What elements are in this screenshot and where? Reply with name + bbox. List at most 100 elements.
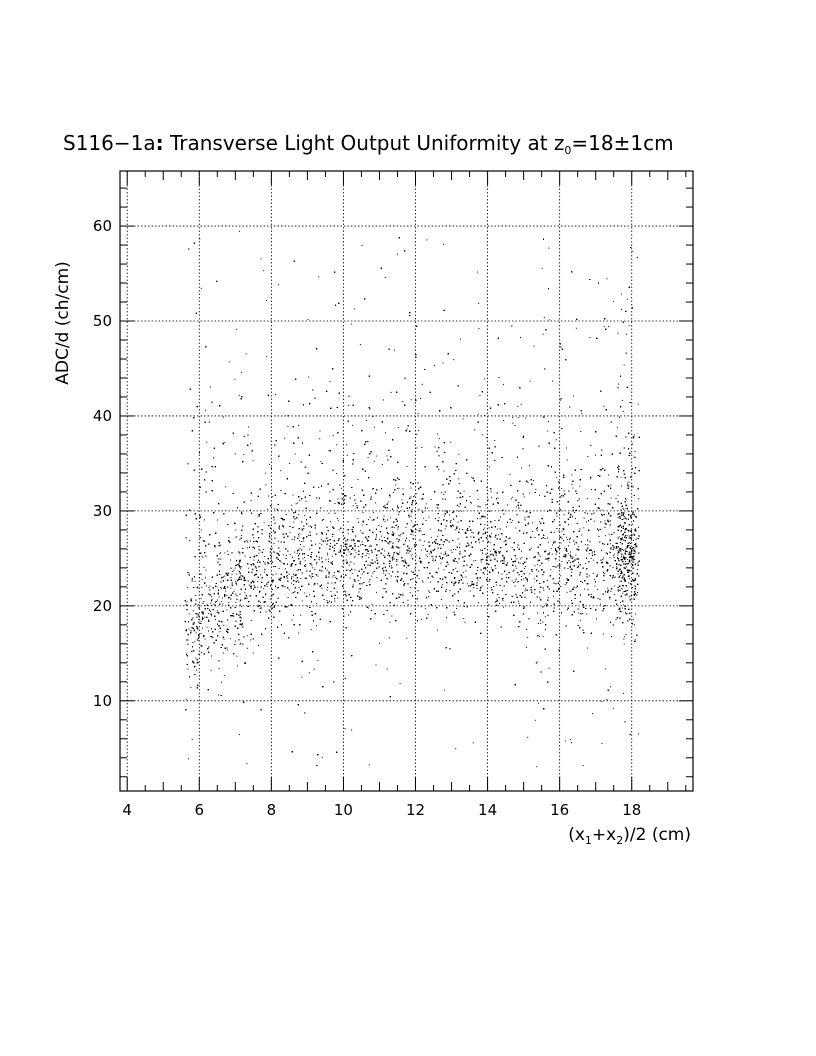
data-point: [384, 550, 386, 552]
data-point: [388, 543, 390, 545]
data-point: [459, 543, 461, 545]
data-point: [416, 447, 418, 449]
data-point: [623, 563, 625, 565]
data-point: [381, 464, 383, 465]
data-point: [293, 573, 294, 575]
data-point: [568, 579, 570, 580]
data-point: [303, 538, 305, 540]
data-point: [555, 553, 557, 555]
data-point: [294, 591, 296, 593]
data-point: [477, 499, 479, 500]
data-point: [422, 581, 424, 583]
data-point: [478, 302, 480, 304]
data-point: [484, 524, 486, 526]
data-point: [602, 561, 604, 563]
data-point: [284, 437, 286, 439]
data-point: [521, 550, 522, 552]
data-point: [590, 594, 592, 595]
data-point: [602, 559, 604, 560]
data-point: [385, 432, 386, 434]
data-point: [539, 597, 541, 599]
data-point: [311, 577, 313, 579]
data-point: [286, 477, 288, 479]
data-point: [270, 561, 272, 562]
data-point: [351, 572, 353, 574]
data-point: [402, 488, 404, 490]
data-point: [282, 563, 284, 564]
data-point: [481, 434, 483, 436]
data-point: [301, 600, 303, 602]
data-point: [200, 529, 202, 531]
data-point: [512, 520, 514, 522]
data-point: [630, 515, 632, 517]
data-point: [623, 638, 625, 640]
data-point: [201, 586, 203, 588]
data-point: [535, 662, 537, 664]
data-point: [484, 568, 486, 570]
data-point: [443, 554, 445, 555]
data-point: [294, 551, 296, 553]
data-point: [625, 563, 627, 565]
data-point: [414, 495, 415, 497]
data-point: [450, 441, 452, 443]
data-point: [571, 742, 572, 744]
data-point: [440, 599, 442, 600]
data-point: [623, 636, 625, 638]
data-point: [260, 574, 261, 576]
data-point: [548, 247, 550, 249]
data-point: [301, 541, 303, 542]
data-point: [410, 515, 412, 517]
data-point: [223, 638, 225, 640]
data-point: [407, 604, 409, 606]
data-point: [211, 655, 212, 657]
data-point: [587, 456, 589, 457]
data-point: [433, 365, 435, 367]
data-point: [371, 519, 373, 521]
data-point: [515, 527, 517, 529]
data-point: [566, 591, 568, 593]
data-point: [489, 466, 490, 468]
data-point: [493, 586, 495, 587]
data-point: [616, 546, 618, 548]
data-point: [463, 550, 465, 552]
data-point: [368, 581, 370, 583]
data-point: [369, 408, 371, 410]
data-point: [477, 413, 479, 415]
data-point: [375, 536, 377, 538]
data-point: [617, 557, 619, 559]
data-point: [315, 563, 317, 565]
data-point: [383, 572, 385, 574]
data-point: [479, 395, 481, 397]
data-point: [371, 575, 373, 577]
data-point: [632, 486, 634, 488]
data-point: [271, 547, 273, 549]
data-point: [372, 572, 374, 574]
data-point: [200, 632, 202, 634]
data-point: [574, 543, 575, 545]
data-point: [423, 517, 425, 519]
data-point: [463, 618, 465, 620]
data-point: [622, 592, 624, 594]
data-point: [362, 512, 364, 514]
data-point: [521, 557, 523, 558]
data-point: [503, 541, 505, 543]
data-point: [355, 552, 357, 554]
data-point: [570, 590, 572, 592]
data-point: [353, 308, 355, 310]
data-point: [419, 486, 421, 488]
x-label-sub1: 1: [585, 834, 592, 847]
data-point: [503, 606, 504, 608]
data-point: [414, 546, 416, 548]
data-point: [518, 602, 520, 604]
data-point: [235, 601, 237, 603]
data-point: [514, 580, 516, 582]
data-point: [292, 494, 294, 496]
data-point: [615, 618, 617, 620]
data-point: [541, 538, 543, 539]
data-point: [437, 507, 439, 509]
data-point: [574, 512, 576, 514]
data-point: [288, 573, 290, 575]
data-point: [637, 562, 639, 564]
data-point: [420, 606, 422, 608]
data-point: [634, 457, 636, 459]
